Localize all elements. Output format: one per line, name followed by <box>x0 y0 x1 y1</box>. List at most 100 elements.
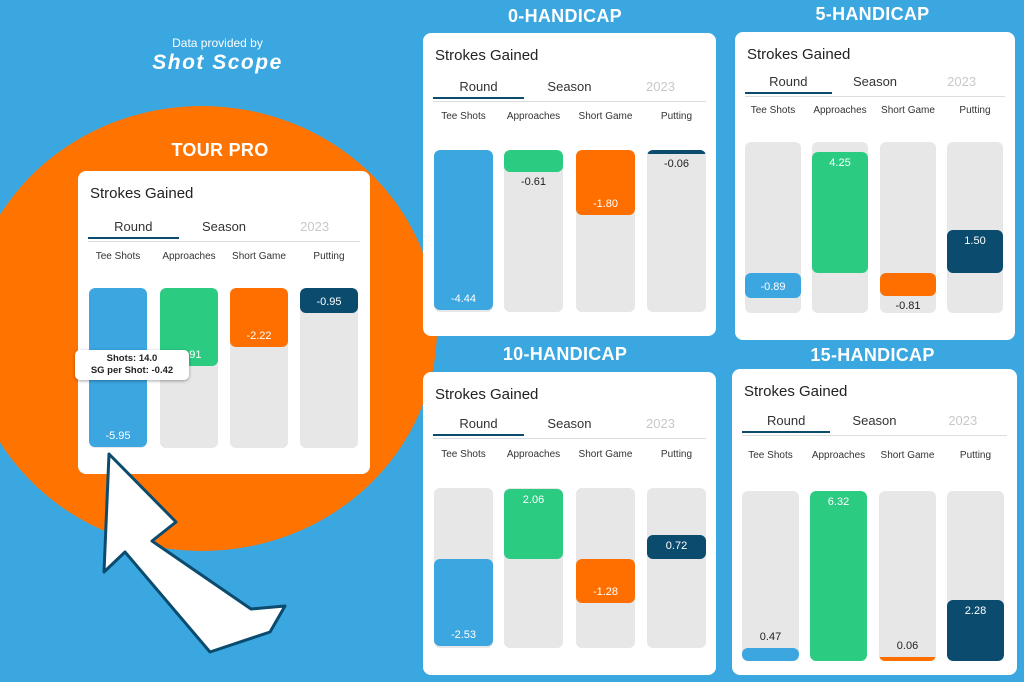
value-label: 4.25 <box>829 156 851 169</box>
tab-round[interactable]: Round <box>433 77 524 99</box>
bar-tee[interactable] <box>745 273 801 299</box>
category-label: Putting <box>959 450 992 461</box>
strokes-gained-card-15-handicap: Strokes Gained Round Season 2023 Tee Shots 0.… <box>732 369 1017 675</box>
tab-round[interactable]: Round <box>433 414 524 436</box>
category-label: Approaches <box>813 105 867 116</box>
value-label: -0.95 <box>316 296 342 309</box>
tab-season[interactable]: Season <box>852 413 897 428</box>
category-label: Tee Shots <box>441 111 486 122</box>
bar-track: -1.28 <box>576 488 635 648</box>
category-label: Tee Shots <box>95 251 141 262</box>
bar-approach[interactable] <box>810 491 867 661</box>
tooltip-shots: Shots: 14.0 <box>106 353 158 364</box>
category-label: Putting <box>959 105 991 116</box>
category-label: Short Game <box>232 251 286 262</box>
tab-2023[interactable]: 2023 <box>646 416 675 431</box>
panel-label-0-handicap: 0-HANDICAP <box>507 6 622 26</box>
bar-approach[interactable] <box>504 150 563 172</box>
value-label: 2.06 <box>522 494 545 507</box>
tab-season[interactable]: Season <box>547 79 592 94</box>
value-label: 0.47 <box>759 631 782 644</box>
bar-tee[interactable] <box>434 150 493 310</box>
bar-short[interactable] <box>880 273 936 297</box>
shot-scope-logo: Shot Scope <box>152 51 283 74</box>
value-label: -0.06 <box>663 158 690 170</box>
bar-putt[interactable] <box>947 230 1003 274</box>
period-tabs: Round Season 2023 <box>433 77 706 102</box>
value-label: -2.53 <box>450 628 477 641</box>
category-label: Putting <box>660 111 693 122</box>
value-label: -1.28 <box>592 586 619 599</box>
panel-label-5-handicap: 5-HANDICAP <box>815 4 930 24</box>
tab-round[interactable]: Round <box>742 411 831 433</box>
tab-season[interactable]: Season <box>201 219 247 234</box>
card-title: Strokes Gained <box>435 386 539 403</box>
tab-2023[interactable]: 2023 <box>300 219 330 234</box>
bar-track: -2.22 <box>230 288 288 448</box>
bar-track: 0.72 <box>647 488 706 648</box>
panel-label-15-handicap: 15-HANDICAP <box>810 345 935 365</box>
bar-track: -0.89 <box>745 142 801 313</box>
category-label: Tee Shots <box>748 450 793 461</box>
bar-putt[interactable] <box>647 150 706 154</box>
category-label: Approaches <box>162 251 216 262</box>
bar-track: -0.61 <box>504 150 563 312</box>
card-title: Strokes Gained <box>90 185 194 202</box>
bar-track: 1.50 <box>947 142 1003 313</box>
value-label: 0.72 <box>665 539 688 552</box>
bar-approach[interactable] <box>504 489 563 560</box>
tab-season[interactable]: Season <box>547 416 592 431</box>
bar-track: 6.32 <box>810 491 867 661</box>
panel-label-10-handicap: 10-HANDICAP <box>502 344 628 364</box>
bar-short[interactable] <box>576 150 635 215</box>
category-label: Approaches <box>506 449 561 460</box>
bar-track: -0.81 <box>880 142 936 313</box>
bar-approach[interactable] <box>812 151 868 274</box>
tab-season[interactable]: Season <box>852 74 898 89</box>
tab-round[interactable]: Round <box>745 72 832 94</box>
strokes-gained-card-5-handicap: Strokes Gained Round Season 2023 Tee Shots -0… <box>735 32 1015 340</box>
bar-track: -4.44 <box>434 150 493 312</box>
sg-tooltip: Shots: 14.0 SG per Shot: -0.42 <box>75 350 189 380</box>
bar-track: 0.06 <box>879 491 936 661</box>
value-label: -5.95 <box>105 429 131 442</box>
category-label: Short Game <box>578 449 633 460</box>
tab-2023[interactable]: 2023 <box>646 79 675 94</box>
value-label: -0.61 <box>520 175 547 188</box>
bar-track: -0.95 <box>300 288 358 448</box>
period-tabs: Round Season 2023 <box>88 217 360 242</box>
strokes-gained-card-tour pro: Strokes Gained Round Season 2023 Tee Shots -5… <box>78 171 370 474</box>
bar-putt[interactable] <box>647 534 706 560</box>
bar-short[interactable] <box>230 288 288 348</box>
credit-text: Data provided by <box>172 36 263 50</box>
period-tabs: Round Season 2023 <box>745 72 1005 97</box>
value-label: -0.81 <box>895 300 921 313</box>
value-label: -4.44 <box>450 292 477 305</box>
bar-track: 0.47 <box>742 491 799 661</box>
strokes-gained-card-0-handicap: Strokes Gained Round Season 2023 Tee Shots -4… <box>423 33 716 336</box>
category-label: Approaches <box>811 450 866 461</box>
tab-2023[interactable]: 2023 <box>948 413 978 428</box>
category-label: Short Game <box>578 111 633 122</box>
period-tabs: Round Season 2023 <box>742 411 1007 436</box>
strokes-gained-card-10-handicap: Strokes Gained Round Season 2023 Tee Shots -2… <box>423 372 716 675</box>
card-title: Strokes Gained <box>435 47 539 64</box>
bar-track: -2.53 <box>434 488 493 648</box>
bar-tee[interactable] <box>742 648 799 661</box>
bar-short[interactable] <box>576 559 635 604</box>
bar-putt[interactable] <box>300 288 358 314</box>
tooltip-sg-per-shot: SG per Shot: -0.42 <box>90 365 174 376</box>
period-tabs: Round Season 2023 <box>433 414 706 439</box>
bar-track: 2.28 <box>947 491 1004 661</box>
value-label: 2.28 <box>964 604 987 617</box>
bar-tee[interactable] <box>434 559 493 646</box>
bar-putt[interactable] <box>947 599 1004 661</box>
card-title: Strokes Gained <box>747 46 851 63</box>
value-label: -2.22 <box>246 330 272 343</box>
tab-round[interactable]: Round <box>88 217 179 239</box>
bar-short[interactable] <box>879 657 936 661</box>
bar-track: -1.80 <box>576 150 635 312</box>
category-label: Putting <box>313 251 345 262</box>
value-label: -1.80 <box>592 197 619 210</box>
tab-2023[interactable]: 2023 <box>947 74 977 89</box>
